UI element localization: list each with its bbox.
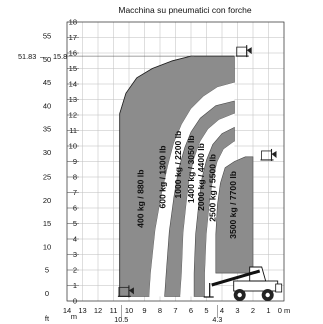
x-tick-label: 12	[94, 306, 102, 315]
axes: 14 13 12 11 10 9 8 7 6 5 4 3 2 1 0 m012345678910111213…	[18, 18, 290, 324]
fork-head	[128, 287, 134, 295]
max-height-separator: —	[40, 52, 48, 61]
load-zone-label: 2000 kg / 4400 lb	[196, 143, 206, 211]
fork-head	[246, 47, 252, 55]
load-zone-label: 2500 kg / 5500 lb	[208, 154, 218, 222]
load-zone-label: 1400 kg / 3050 lb	[186, 135, 196, 203]
load-zone-labels: 400 kg / 880 lb 600 kg / 1300 lb 1000 kg /…	[136, 131, 238, 239]
y-tick-label-ft: 40	[43, 101, 51, 110]
reach-marker-label: 10.5	[114, 315, 128, 324]
y-tick-label-ft: 55	[43, 32, 51, 41]
y-unit-m: m	[71, 312, 77, 321]
fork-head	[271, 150, 277, 158]
y-tick-label-ft: 50	[43, 55, 51, 64]
stabilizer	[275, 283, 283, 293]
reach-marker-label: 4.3	[212, 315, 222, 324]
load-zone-label: 600 kg / 1300 lb	[157, 145, 167, 208]
x-tick-label: 8	[158, 306, 162, 315]
max-height-m: 15.8	[53, 52, 67, 61]
fork-low	[117, 285, 134, 298]
y-tick-label-ft: 10	[43, 242, 51, 251]
x-tick-label: 11	[110, 306, 118, 315]
load-zone	[180, 113, 235, 297]
cab	[249, 266, 267, 282]
machine-drawing	[117, 45, 283, 301]
front-wheel-hub	[237, 292, 242, 298]
x-tick-label: 6	[189, 306, 193, 315]
x-tick-label: 9	[142, 306, 146, 315]
y-tick-label-ft: 45	[43, 78, 51, 87]
telehandler	[203, 266, 283, 301]
envelope-outline	[119, 55, 235, 297]
x-tick-label: 7	[173, 306, 177, 315]
fork-load-box	[261, 150, 272, 161]
x-tick-label: 0 m	[278, 306, 291, 315]
y-tick-label-ft: 35	[43, 125, 51, 134]
load-zone-label: 1000 kg / 2200 lb	[173, 131, 183, 199]
x-tick-label: 10	[125, 306, 133, 315]
boom	[211, 269, 261, 287]
y-tick-label-ft: 0	[45, 289, 49, 298]
x-tick-label: 14	[63, 306, 71, 315]
y-tick-label-ft: 30	[43, 148, 51, 157]
x-tick-label: 2	[251, 306, 255, 315]
fork-load-box	[236, 46, 248, 57]
rear-wheel-hub	[265, 292, 270, 298]
y-unit-ft: ft	[45, 314, 50, 323]
max-height-ft: 51.83	[18, 52, 36, 61]
load-zone-label: 400 kg / 880 lb	[136, 170, 146, 228]
x-tick-label: 1	[266, 306, 270, 315]
x-tick-label: 3	[235, 306, 239, 315]
y-tick-label-ft: 25	[43, 173, 51, 182]
x-tick-label: 4	[220, 306, 224, 315]
fork-right	[260, 148, 277, 161]
load-zone	[215, 156, 254, 274]
load-zone-label: 3500 kg / 7700 lb	[228, 171, 238, 239]
chart-title: Macchina su pneumatici con forche	[118, 5, 252, 15]
x-tick-label: 13	[78, 306, 86, 315]
y-tick-label-ft: 5	[45, 266, 49, 275]
x-tick-label: 5	[204, 306, 208, 315]
y-tick-label-ft: 15	[43, 219, 51, 228]
y-tick-label-ft: 20	[43, 196, 51, 205]
fork-top	[235, 45, 252, 58]
load-zone	[149, 82, 235, 297]
load-zones	[119, 55, 254, 297]
load-zone	[204, 141, 235, 297]
